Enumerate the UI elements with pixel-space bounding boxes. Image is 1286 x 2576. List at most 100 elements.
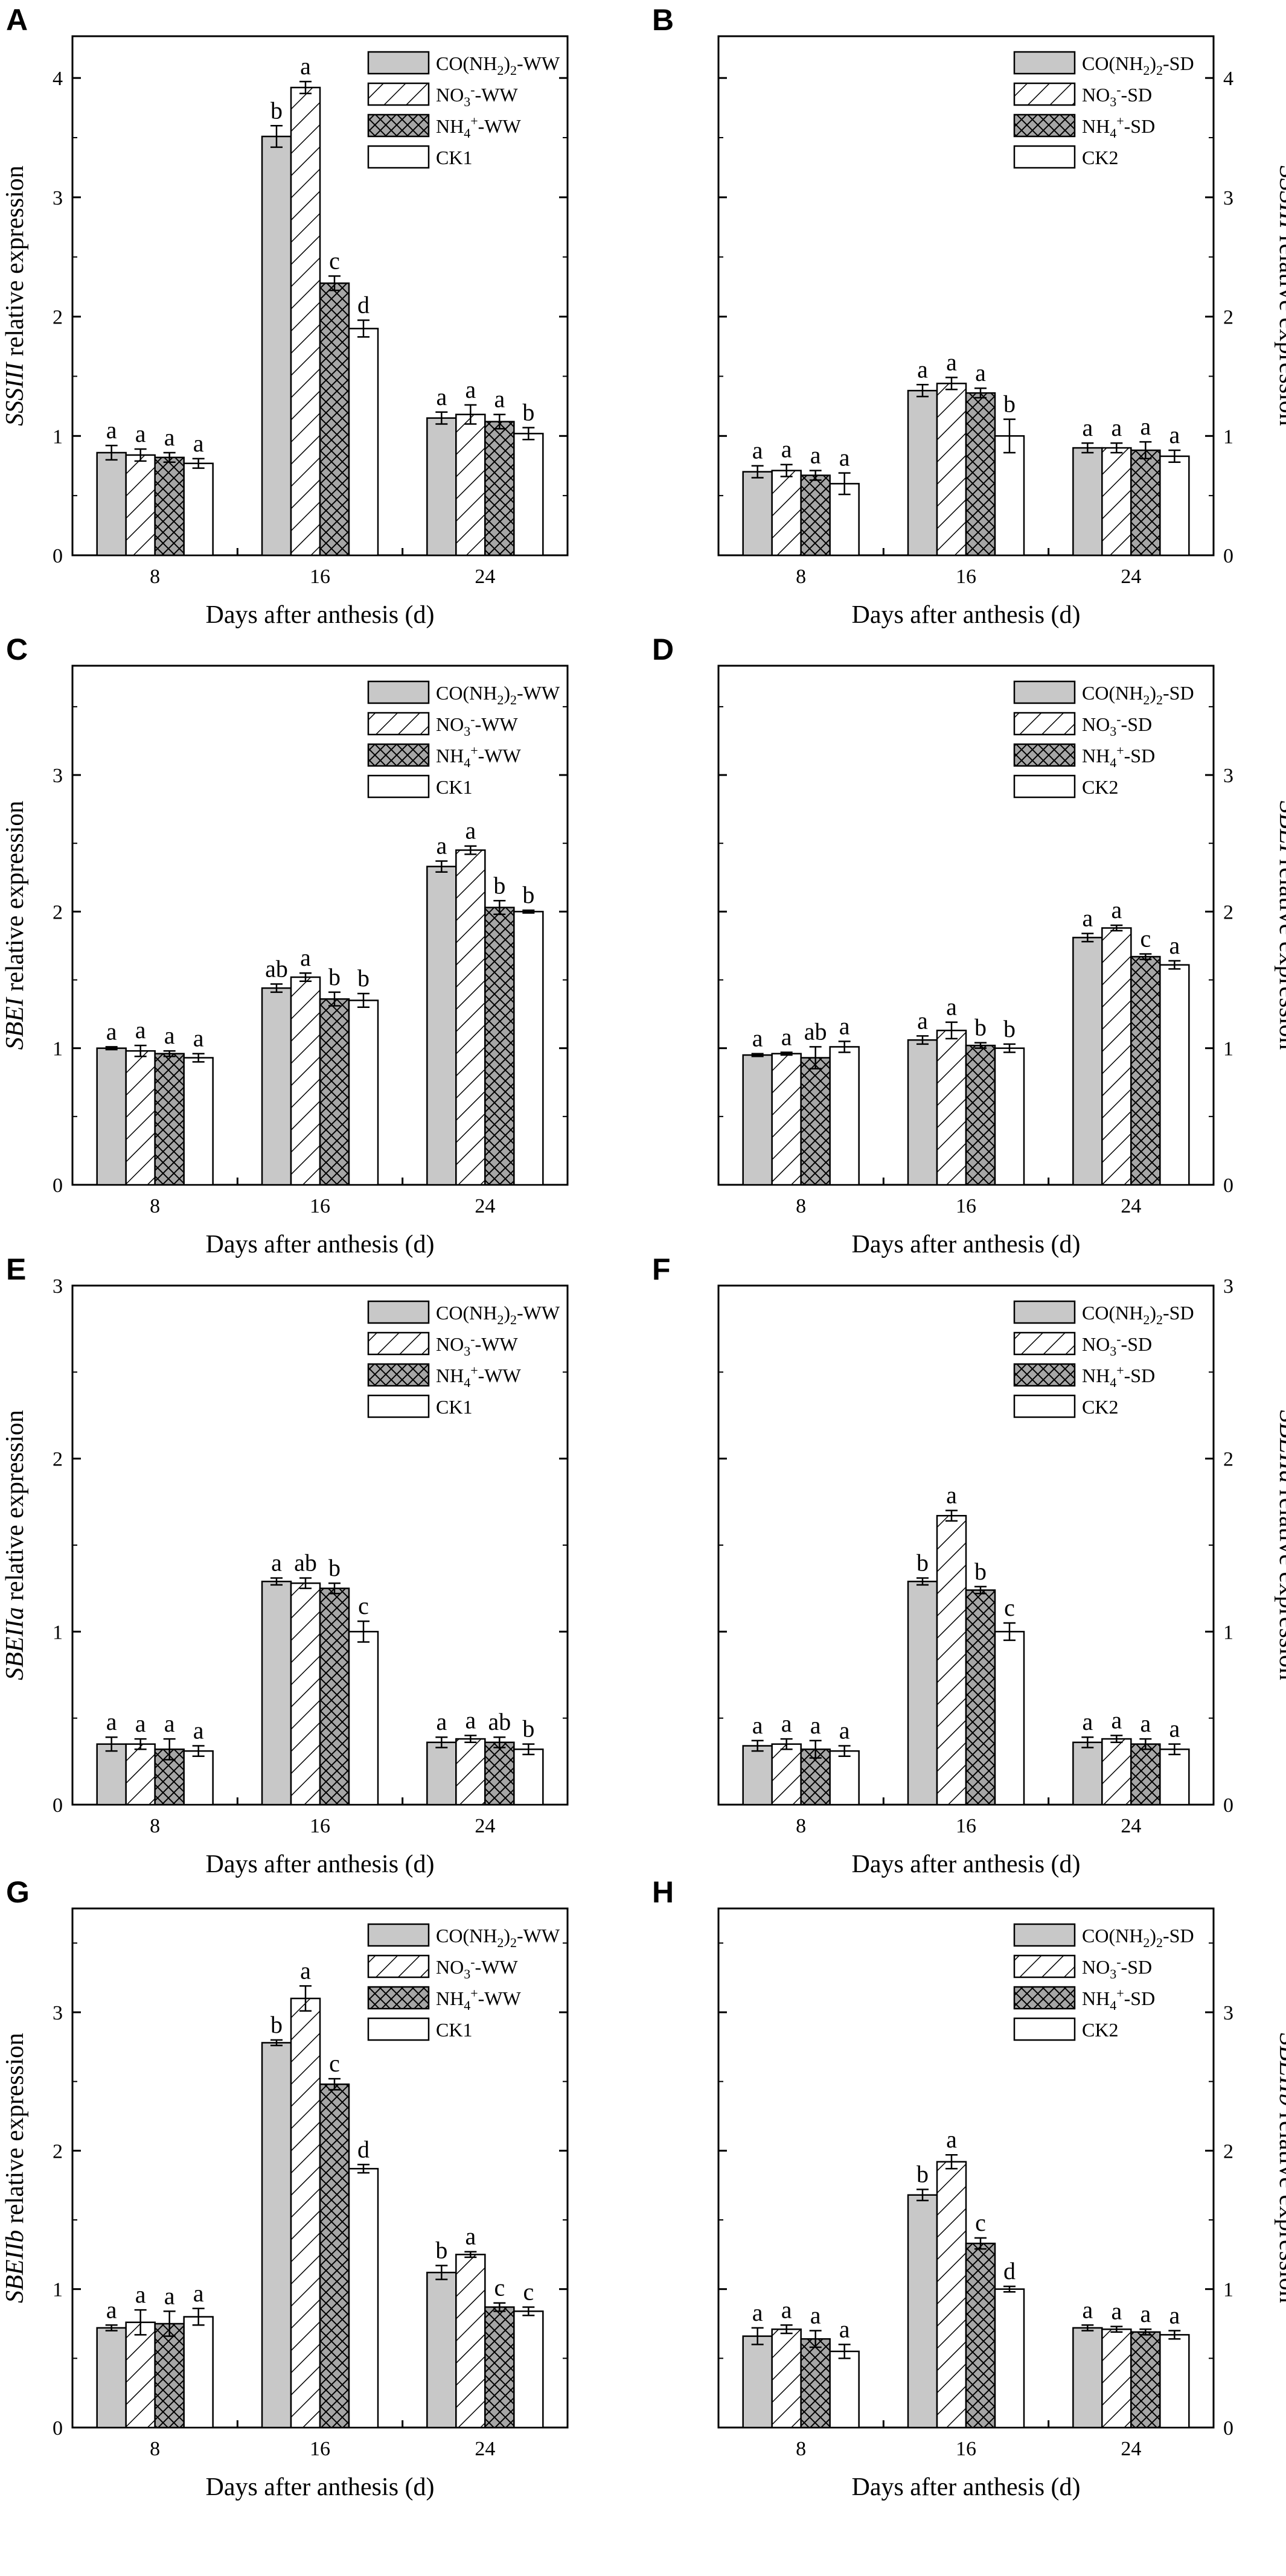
legend-name: NH (436, 115, 464, 137)
significance-letter: a (839, 1717, 850, 1744)
legend-name: CK1 (436, 776, 472, 798)
legend-swatch (367, 82, 430, 106)
legend-tail: -WW (478, 745, 522, 767)
legend-tail: -WW (517, 1302, 560, 1324)
legend-label: CK1 (436, 2019, 472, 2041)
legend-tail: -WW (478, 1365, 522, 1386)
legend-sup: + (470, 743, 478, 758)
significance-letter: a (839, 1012, 850, 1039)
legend-sup: - (1116, 1954, 1121, 1969)
significance-letter: a (781, 1710, 792, 1737)
legend-sub: 2 (1143, 1935, 1150, 1950)
panel-letter: A (6, 3, 28, 37)
legend-sup: - (470, 1331, 475, 1347)
legend-swatch (1013, 1954, 1076, 1978)
ytick-label: 3 (1223, 1275, 1233, 1298)
legend-swatch (1013, 51, 1076, 75)
xtick-label: 8 (796, 1195, 806, 1217)
legend-label: NH4+-SD (1082, 743, 1155, 770)
bar (96, 1743, 127, 1806)
y-axis-suffix: relative expression (1, 165, 29, 363)
legend-swatch (1013, 743, 1076, 767)
bar (994, 2288, 1025, 2429)
ytick-label: 3 (53, 187, 63, 209)
significance-letter: ab (488, 1708, 511, 1735)
legend-swatch (1013, 1394, 1076, 1418)
legend-mid: ) (1150, 1925, 1156, 1946)
legend-tail: -SD (1163, 1302, 1194, 1324)
ytick-label: 2 (1223, 1449, 1233, 1471)
bar (1072, 2327, 1103, 2429)
legend-tail: -SD (1124, 1365, 1156, 1386)
ytick-label: 3 (1223, 765, 1233, 787)
bar (154, 1053, 185, 1186)
xtick-label: 8 (150, 1195, 160, 1217)
ytick-label: 2 (1223, 2140, 1233, 2163)
panel-letter: F (652, 1252, 671, 1286)
legend-swatch (1013, 774, 1076, 799)
x-axis-label: Days after anthesis (d) (851, 1231, 1080, 1258)
legend-name: NH (1082, 1365, 1110, 1386)
y-axis-label: SBEIIa relative expression (1, 1410, 29, 1680)
significance-letter: a (1140, 413, 1151, 440)
legend-sub: 3 (464, 1966, 470, 1981)
ytick-label: 1 (53, 1038, 63, 1060)
legend-swatch (1013, 1986, 1076, 2010)
legend-label: CO(NH2)2-WW (436, 53, 560, 78)
xtick-label: 16 (956, 1815, 976, 1837)
bar (965, 1589, 996, 1806)
legend-swatch (367, 51, 430, 75)
legend-swatch (367, 1923, 430, 1947)
bar (1101, 447, 1132, 556)
legend-swatch (367, 1363, 430, 1387)
ytick-label: 0 (1223, 1175, 1233, 1197)
significance-letter: ab (294, 1549, 317, 1576)
significance-letter: d (357, 292, 369, 319)
significance-letter: c (1004, 1594, 1015, 1621)
legend-name: CO(NH (436, 53, 497, 74)
significance-letter: a (1082, 2296, 1093, 2323)
bar (1101, 2328, 1132, 2429)
significance-letter: a (781, 1023, 792, 1050)
bar (1159, 964, 1190, 1186)
ytick-label: 0 (1223, 1794, 1233, 1817)
legend-name: CO(NH (1082, 1302, 1143, 1324)
legend-sub: 2 (1156, 1312, 1163, 1327)
legend-sub: 3 (464, 94, 470, 109)
significance-letter: b (270, 2011, 283, 2038)
legend-sub: 4 (464, 755, 470, 770)
legend-tail: -WW (517, 1925, 560, 1946)
ytick-label: 3 (1223, 2002, 1233, 2024)
bar (1159, 455, 1190, 556)
y-axis-suffix: relative expression (1, 801, 29, 998)
xtick-label: 16 (310, 1195, 330, 1217)
significance-letter: a (465, 1706, 476, 1733)
legend-label: NO3--SD (1082, 82, 1152, 109)
bar (125, 454, 156, 556)
bar (319, 998, 350, 1186)
legend-tail: -SD (1163, 53, 1194, 74)
bar (183, 1057, 214, 1186)
legend-sup: + (1116, 1986, 1124, 2001)
bar (907, 1039, 938, 1186)
significance-letter: b (522, 881, 534, 908)
legend-label: CK2 (1082, 1396, 1118, 1418)
ytick-label: 0 (53, 1794, 63, 1817)
significance-letter: a (436, 383, 447, 410)
legend-swatch (1013, 113, 1076, 138)
legend-name: CK2 (1082, 1396, 1118, 1418)
legend-name: CO(NH (436, 1302, 497, 1324)
significance-letter: b (493, 872, 505, 899)
legend-name: NO (436, 84, 464, 106)
significance-letter: a (917, 355, 928, 383)
significance-letter: d (1003, 2257, 1016, 2284)
y-axis-gene: SBEIIb (1274, 2033, 1286, 2106)
legend-label: NO3--WW (436, 1954, 518, 1981)
y-axis-label: SBEI relative expression (1, 801, 29, 1050)
significance-letter: ab (265, 955, 288, 982)
legend-sub: 2 (1156, 63, 1163, 78)
ytick-label: 4 (53, 68, 63, 90)
y-axis-suffix: relative expression (1, 1410, 29, 1607)
